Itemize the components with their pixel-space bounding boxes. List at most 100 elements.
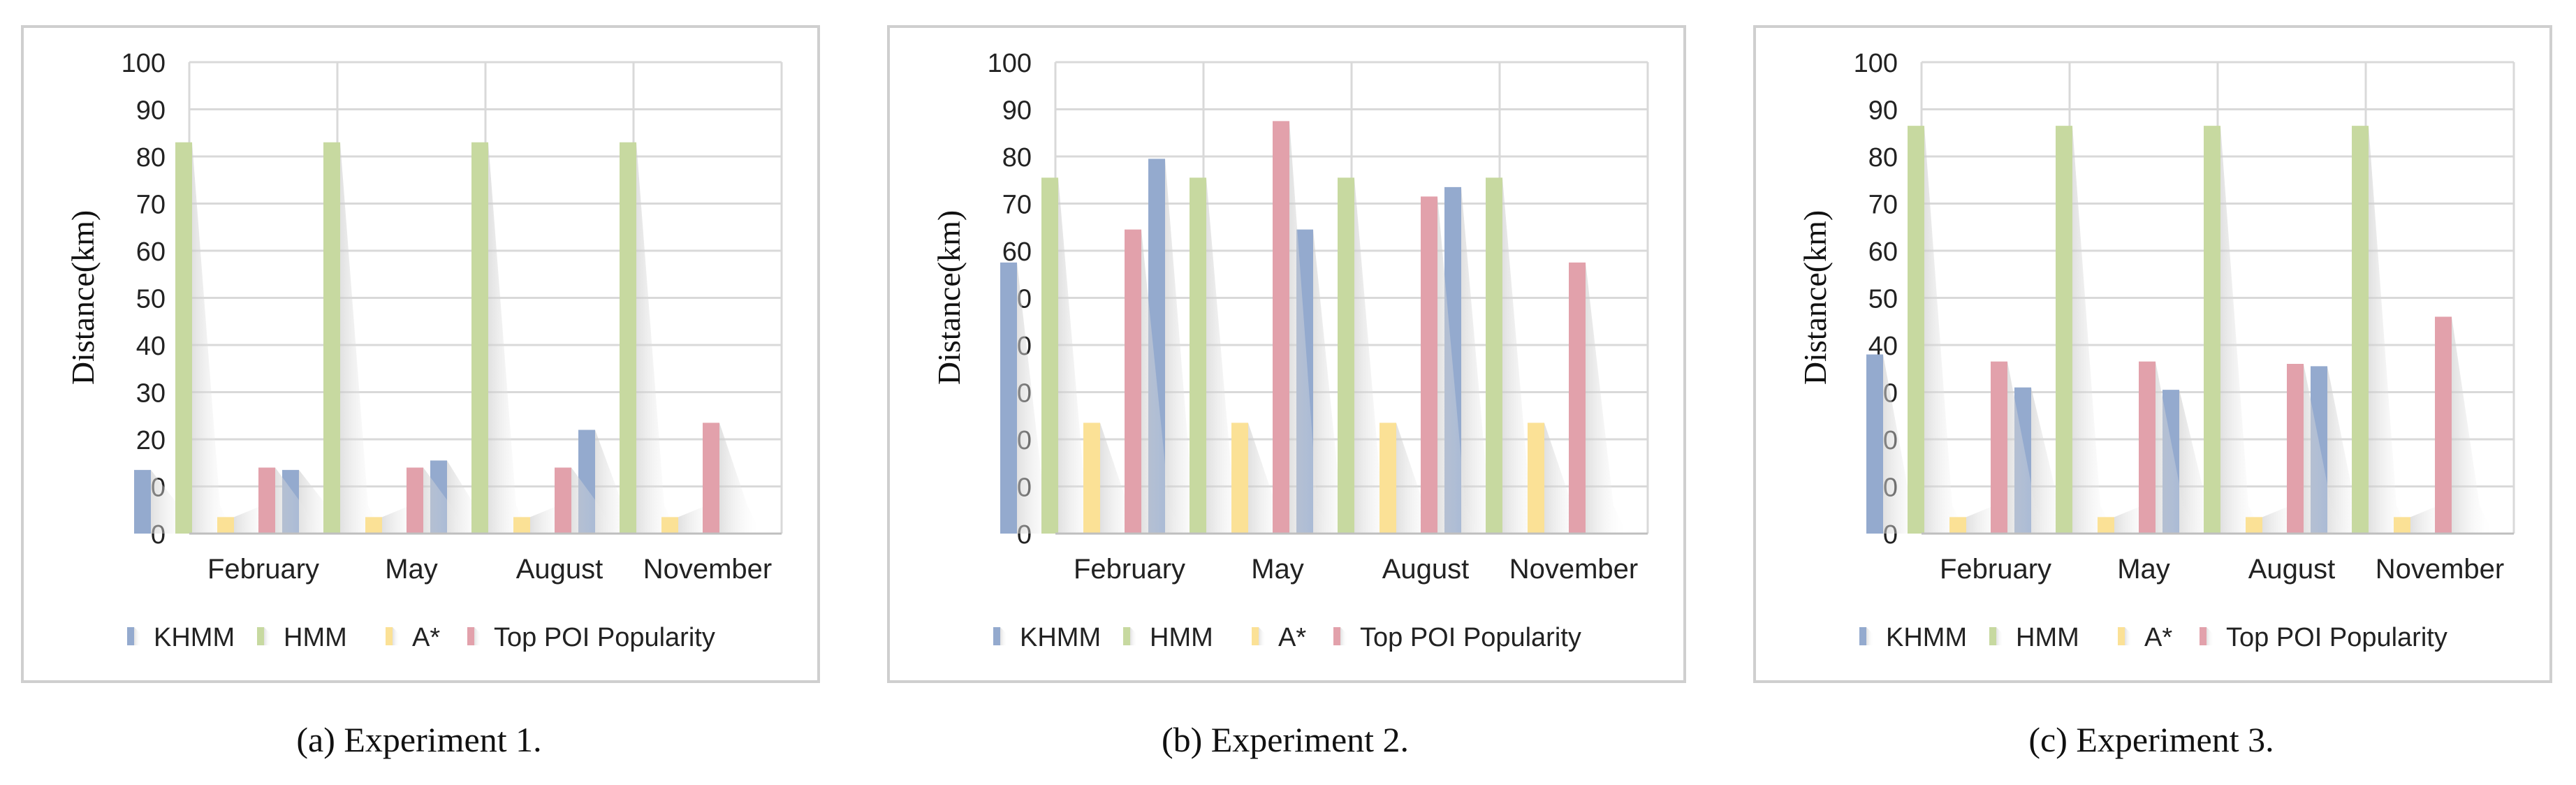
y-tick-label: 90 [136,96,166,126]
bar-hmm [1908,126,1924,534]
bar-shadow [2072,126,2114,534]
bar-shadow [1883,354,1925,534]
bar-a- [661,517,678,534]
y-tick-label: 80 [1868,143,1898,173]
y-tick-label: 90 [1868,96,1898,126]
y-tick-label: 80 [1002,143,1032,173]
bar-shadow [1141,229,1183,534]
bar-a- [2098,517,2114,534]
bar-top-poi-popularity [1421,196,1437,534]
x-tick-label: February [207,554,319,585]
legend-marker [127,627,134,645]
bar-top-poi-popularity [2287,364,2304,534]
bar-a- [217,517,234,534]
bar-top-poi-popularity [258,467,275,534]
chart-frame [21,25,820,683]
chart-frame [1753,25,2552,683]
bar-shadow [1248,423,1290,534]
bar-shadow [1437,196,1479,534]
x-tick-label: August [1382,554,1470,585]
y-tick-label: 60 [1868,237,1898,267]
bar-a- [1231,423,1248,534]
chart-panel-3: 0102030405060708090100FebruaryMayAugustN… [1753,25,2552,683]
legend-marker-shadow [264,627,271,645]
x-tick-label: November [2376,554,2505,585]
bar-shadow [1165,159,1207,534]
bar-shadow [1100,423,1142,534]
legend-marker [386,627,393,645]
bar-shadow [340,142,382,534]
bar-shadow [423,467,465,534]
bar-a- [2246,517,2262,534]
y-tick-label: 50 [1868,285,1898,314]
y-tick-label: 100 [988,49,1032,78]
bar-a- [365,517,382,534]
y-tick-label: 70 [1002,191,1032,220]
bar-a- [513,517,530,534]
legend-marker [1989,627,1996,645]
legend-marker-shadow [1000,627,1007,645]
bar-khmm [1000,262,1017,534]
legend-label: HMM [1150,623,1213,652]
bar-shadow [636,142,678,534]
legend-label: KHMM [1020,623,1101,652]
legend-label: Top POI Popularity [494,623,715,652]
y-tick-label: 80 [136,143,166,173]
legend-marker [2200,627,2207,645]
bar-hmm [1338,177,1354,534]
bar-hmm [175,142,192,534]
bar-top-poi-popularity [1991,361,2007,534]
bar-top-poi-popularity [2139,361,2156,534]
bar-a- [1380,423,1396,534]
bar-shadow [2031,387,2073,534]
x-tick-label: February [1074,554,1185,585]
legend-marker [467,627,474,645]
legend-label: Top POI Popularity [1360,623,1581,652]
bar-top-poi-popularity [1273,121,1289,534]
bar-shadow [1544,423,1586,534]
bar-shadow [595,430,637,534]
bar-hmm [1486,177,1502,534]
bar-hmm [1190,177,1206,534]
y-tick-label: 40 [136,332,166,361]
legend-label: KHMM [154,623,235,652]
legend-marker-shadow [1866,627,1873,645]
bar-shadow [1289,121,1331,534]
bar-shadow [2007,361,2049,534]
y-tick-label: 20 [136,426,166,455]
legend-label: A* [2144,623,2172,652]
bar-a- [2394,517,2410,534]
y-tick-label: 60 [1002,237,1032,267]
bar-shadow [2452,316,2494,534]
y-tick-label: 70 [1868,191,1898,220]
x-tick-label: August [516,554,603,585]
legend-marker-shadow [393,627,400,645]
bar-top-poi-popularity [1125,229,1141,534]
bar-a- [1083,423,1100,534]
y-tick-label: 90 [1002,96,1032,126]
bar-shadow [2304,364,2346,534]
bar-shadow [1586,262,1627,534]
bar-shadow [1461,186,1503,534]
legend-marker [993,627,1000,645]
bar-chart-experiment-2: 0102030405060708090100FebruaryMayAugustN… [931,49,1649,652]
bar-shadow [192,142,234,534]
chart-panel-1: 0102030405060708090100FebruaryMayAugustN… [21,25,820,683]
legend-marker [1859,627,1866,645]
bar-shadow [1206,177,1248,534]
y-tick-label: 50 [136,285,166,314]
bar-shadow [275,467,317,534]
x-tick-label: November [643,554,773,585]
bar-shadow [1313,229,1355,534]
legend-marker [1252,627,1259,645]
x-tick-label: May [1251,554,1304,585]
legend-label: Top POI Popularity [2226,623,2447,652]
bar-shadow [719,423,761,534]
legend-label: HMM [284,623,347,652]
legend-marker-shadow [2125,627,2132,645]
bar-khmm [134,469,151,534]
caption-experiment-2: (b) Experiment 2. [1161,720,1410,759]
bar-shadow [488,142,530,534]
x-tick-label: November [1509,554,1639,585]
legend-marker-shadow [1340,627,1347,645]
